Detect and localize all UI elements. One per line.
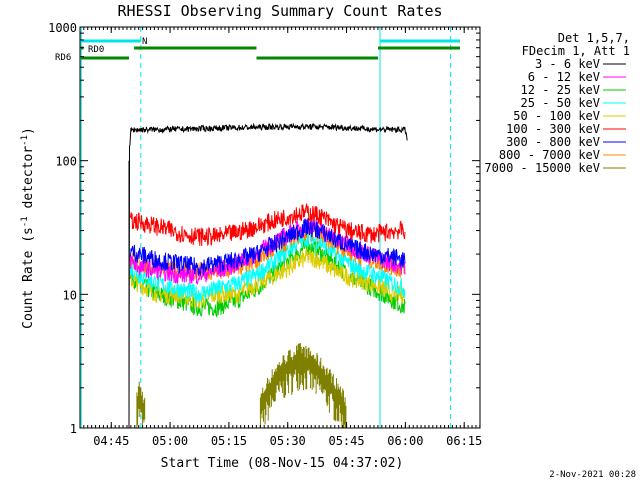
series-line [129, 218, 406, 277]
series-line [136, 343, 347, 428]
legend-header-detectors: Det 1,5,7, [558, 31, 630, 45]
x-tick-label: 05:00 [152, 434, 188, 448]
chart-title: RHESSI Observing Summary Count Rates [117, 2, 442, 20]
series-line [129, 203, 406, 247]
legend-label: 3 - 6 keV [535, 57, 600, 71]
legend-label: 25 - 50 keV [521, 96, 600, 110]
legend-label: 100 - 300 keV [506, 122, 600, 136]
x-tick-label: 06:15 [446, 434, 482, 448]
legend-label: 300 - 800 keV [506, 135, 600, 149]
x-tick-label: 05:30 [270, 434, 306, 448]
rd0-flag-label: RD0 [88, 45, 104, 55]
legend-header-fdecim: FDecim 1, Att 1 [522, 44, 630, 58]
x-tick-label: 06:00 [387, 434, 423, 448]
night-flag-label: N [142, 37, 147, 47]
legend-label: 6 - 12 keV [528, 70, 600, 84]
y-tick-label: 10 [63, 288, 77, 302]
rd6-flag-label: RD6 [55, 53, 71, 63]
y-tick-label: 100 [55, 155, 77, 169]
series-line [128, 122, 408, 429]
legend-label: 800 - 7000 keV [499, 148, 600, 162]
legend-label: 50 - 100 keV [513, 109, 600, 123]
legend-label: 7000 - 15000 keV [484, 161, 600, 175]
x-axis-label: Start Time (08-Nov-15 04:37:02) [161, 456, 404, 471]
x-tick-label: 05:15 [211, 434, 247, 448]
y-tick-label: 1000 [48, 21, 77, 35]
x-tick-label: 05:45 [328, 434, 364, 448]
x-tick-label: 04:45 [93, 434, 129, 448]
y-axis-label: Count Rate (s-1 detector-1) [20, 127, 36, 329]
legend-label: 12 - 25 keV [521, 83, 600, 97]
y-tick-label: 1 [70, 422, 77, 436]
generation-timestamp: 2-Nov-2021 00:28 [549, 470, 636, 480]
